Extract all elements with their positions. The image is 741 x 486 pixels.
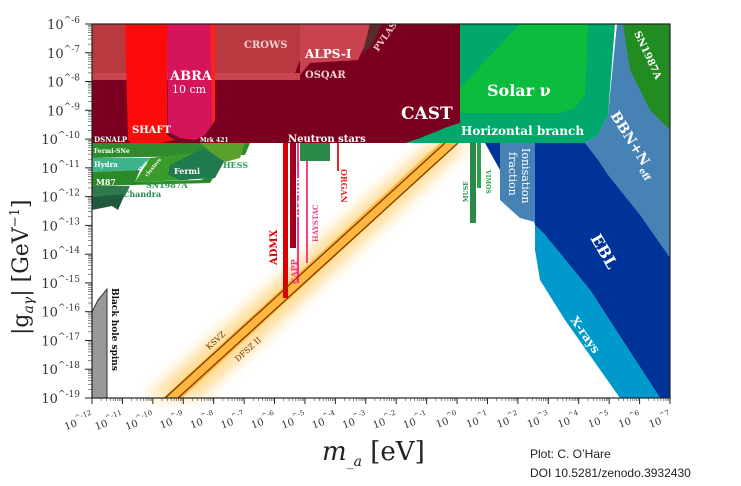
label-capp: CAPP	[289, 259, 299, 284]
x-tick-label: 10^-4	[309, 409, 339, 432]
region-ionisation	[500, 143, 535, 222]
y-axis-label: |gaγ| [GeV−1]	[8, 200, 37, 335]
region-abra-red	[210, 24, 215, 125]
region-muse	[470, 143, 476, 223]
region-hess	[200, 143, 245, 162]
label-crows: CROWS	[244, 40, 287, 51]
region-organ	[337, 143, 339, 171]
label-fermi-sne: Fermi-SNe	[94, 148, 130, 155]
region-alps	[300, 24, 370, 75]
x-tick-label: 10^0	[433, 409, 460, 431]
x-tick-label: 10^-8	[188, 409, 217, 432]
label-black-hole-spins: Black hole spins	[109, 288, 119, 371]
x-tick-label: 10^-1	[401, 409, 430, 432]
x-axis: 10^-1210^-1110^-1010^-910^-810^-710^-610…	[62, 398, 673, 433]
x-tick-label: 10^2	[494, 409, 521, 431]
x-tick-label: 10^-7	[218, 409, 247, 432]
x-tick-label: 10^3	[525, 409, 552, 431]
label-chandra: Chandra	[123, 189, 161, 199]
y-tick-label: 10^-17	[41, 332, 80, 349]
label-hess: HESS	[223, 160, 248, 170]
label-fermi: Fermi	[174, 166, 200, 176]
x-tick-label: 10^-5	[279, 409, 308, 432]
region-shaft	[125, 24, 175, 147]
region-sn1987a-top	[623, 24, 670, 130]
line-ksvz	[164, 142, 446, 399]
label-rbf: RBF+UF	[293, 177, 303, 221]
label-abra-sub: 10 cm	[172, 83, 207, 96]
region-ns-green	[300, 143, 330, 161]
x-tick-label: 10^-9	[157, 409, 186, 432]
line-dfsz	[177, 142, 459, 399]
label-vimos: VIMOS	[484, 169, 491, 194]
region-solar-nu	[460, 24, 588, 113]
region-admx	[283, 143, 288, 298]
label-alps: ALPS-I	[304, 47, 352, 61]
label-organ: ORGAN	[339, 169, 349, 203]
label-m87: M87	[96, 177, 116, 187]
x-tick-label: 10^4	[555, 409, 582, 431]
x-tick-label: 10^-6	[249, 409, 279, 432]
x-axis-label: m_a [eV]	[322, 437, 425, 470]
label-horizontal-branch: Horizontal branch	[461, 124, 584, 138]
region-vimos	[477, 143, 481, 188]
region-rbf-uf	[290, 143, 296, 248]
x-tick-label: 10^-2	[370, 409, 399, 432]
region-haystac	[306, 143, 308, 263]
x-tick-label: 10^5	[585, 409, 612, 431]
label-muse: MUSE	[463, 181, 470, 202]
y-tick-label: 10^-15	[41, 275, 80, 292]
region-abra	[167, 24, 212, 140]
y-tick-label: 10^-9	[47, 102, 80, 119]
label-abra: ABRA	[169, 69, 213, 84]
label-cast: CAST	[401, 104, 453, 124]
label-haystac: HAYSTAC	[311, 204, 320, 242]
y-tick-label: 10^-19	[41, 390, 80, 407]
label-solar-nu: Solar ν	[487, 81, 551, 100]
x-tick-label: 10^-11	[92, 409, 125, 433]
label-mrk421: Mrk 421	[200, 137, 229, 144]
y-tick-label: 10^-11	[41, 160, 80, 177]
region-capp	[297, 143, 299, 283]
y-tick-label: 10^-13	[41, 217, 80, 234]
credit-author: Plot: C. O’Hare	[530, 447, 611, 461]
x-tick-label: 10^7	[646, 409, 673, 431]
label-neutron-stars: Neutron stars	[288, 134, 366, 145]
x-tick-label: 10^6	[616, 409, 643, 431]
y-tick-label: 10^-16	[41, 304, 80, 321]
credit-doi: DOI 10.5281/zenodo.3932430	[530, 466, 691, 480]
y-tick-label: 10^-7	[47, 45, 80, 62]
region-m87	[92, 186, 130, 197]
label-ionisation: Ionisation	[519, 148, 532, 203]
region-chandra	[92, 194, 125, 210]
label-osqar: OSQAR	[305, 70, 346, 81]
x-tick-label: 10^-10	[123, 409, 156, 433]
y-tick-label: 10^-10	[41, 131, 80, 148]
label-sn1987a: SN1987A	[146, 180, 188, 190]
label-admx: ADMX	[269, 230, 280, 267]
y-tick-label: 10^-8	[47, 74, 80, 91]
x-tick-label: 10^1	[464, 409, 491, 431]
label-dsnalp: DSNALP	[94, 135, 128, 144]
label-hydra: Hydra	[94, 160, 118, 169]
x-tick-label: 10^-12	[62, 409, 95, 433]
region-pvlas	[362, 24, 382, 55]
x-tick-label: 10^-3	[340, 409, 369, 432]
y-tick-label: 10^-14	[41, 246, 80, 263]
region-sn1987a	[92, 170, 215, 186]
region-fermi	[168, 145, 225, 180]
plot-frame	[91, 23, 671, 399]
y-tick-label: 10^-12	[41, 189, 80, 206]
region-hydra	[92, 158, 150, 172]
qcd-band	[163, 143, 458, 398]
haloscope-lines	[283, 143, 481, 298]
y-tick-label: 10^-18	[41, 361, 80, 378]
label-shaft: SHAFT	[132, 125, 172, 136]
y-axis: 10^-6 10^-7 10^-8 10^-9 10^-10 10^-11 10^-12 10…	[41, 16, 92, 407]
region-xrays	[535, 225, 660, 398]
label-fraction: fraction	[506, 152, 519, 196]
y-tick-label: 10^-6	[47, 16, 80, 33]
